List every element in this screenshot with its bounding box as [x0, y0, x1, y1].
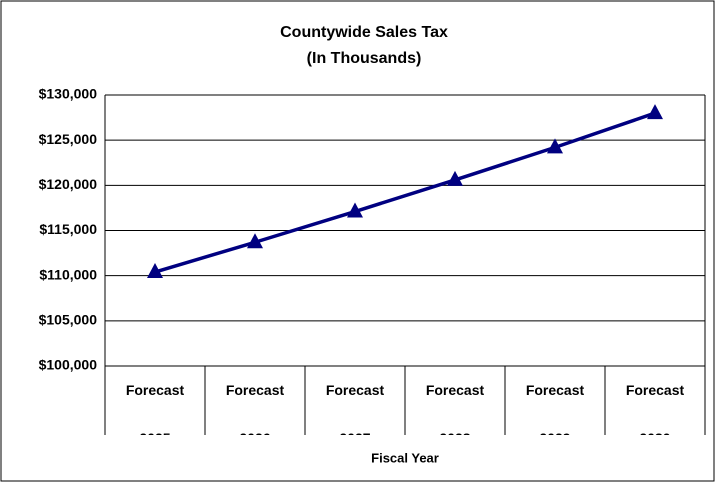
- line: [154, 111, 656, 274]
- x-tick-label-box: Forecast 2025: [125, 382, 185, 435]
- x-tick-label: Forecast 2027: [325, 382, 385, 435]
- y-tick-label: $115,000: [39, 221, 97, 237]
- marker: [247, 233, 263, 249]
- marker: [147, 263, 163, 279]
- x-tick-label-box: Forecast 2028: [425, 382, 485, 435]
- y-tick-label: $120,000: [39, 176, 98, 192]
- x-tick-label: Forecast 2030: [625, 382, 685, 435]
- x-tick-label-box: Forecast 2029: [525, 382, 585, 435]
- y-tick-label: $130,000: [39, 86, 98, 102]
- marker: [447, 170, 463, 186]
- chart-title: Countywide Sales Tax: [280, 24, 448, 41]
- y-tick-label: $110,000: [39, 266, 97, 282]
- marker: [647, 104, 663, 120]
- marker: [547, 138, 563, 154]
- x-tick-label: Forecast 2028: [425, 382, 485, 435]
- x-tick-label-box: Forecast 2026: [225, 382, 285, 435]
- marker: [347, 202, 363, 218]
- x-tick-label-box: Forecast 2030: [625, 382, 685, 435]
- x-tick-label: Forecast 2029: [525, 382, 585, 435]
- y-tick-label: $105,000: [39, 312, 98, 328]
- chart-subtitle: (In Thousands): [307, 50, 422, 67]
- x-axis-label: Fiscal Year: [371, 450, 439, 465]
- x-tick-label: Forecast 2025: [125, 382, 185, 435]
- y-tick-label: $125,000: [39, 131, 98, 147]
- x-tick-label-box: Forecast 2027: [325, 382, 385, 435]
- y-tick-label: $100,000: [39, 357, 98, 373]
- x-tick-label: Forecast 2026: [225, 382, 285, 435]
